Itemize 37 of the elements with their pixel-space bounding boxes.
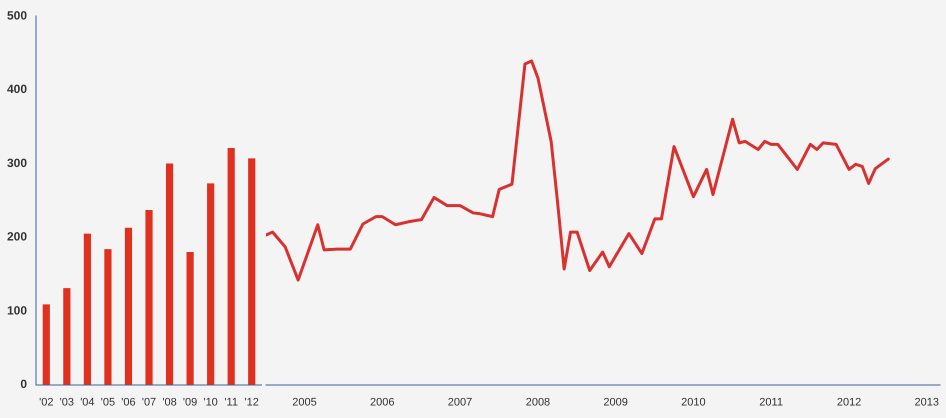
bar [42,304,50,385]
x-tick-label: '02 [39,396,54,408]
x-tick-label: 2009 [603,396,628,408]
bar [228,148,235,385]
x-tick-label: '04 [80,396,95,408]
x-tick-label: 2012 [836,396,862,408]
x-tick-label: 2006 [370,396,395,408]
x-tick-label: 2010 [681,396,706,408]
bar [104,249,112,385]
bar [84,234,91,385]
bar [145,210,153,385]
x-tick-label: 2005 [292,396,317,408]
y-tick-label: 300 [6,156,28,170]
bar [166,164,174,385]
bar [248,158,256,385]
bar [207,183,214,385]
x-tick-label: 2007 [448,396,472,408]
y-tick-label: 400 [6,82,28,96]
bar [124,228,132,385]
x-tick-label: '05 [100,396,116,408]
y-tick-label: 0 [20,377,28,392]
bar [186,252,194,385]
y-tick-label: 200 [6,230,28,244]
bar [63,288,70,385]
x-tick-label: 2011 [759,396,783,408]
y-tick-label: 500 [6,8,28,22]
x-tick-label: '11 [224,396,238,408]
x-tick-label: '09 [182,396,198,408]
x-tick-label: '06 [121,396,136,408]
x-tick-label: 2013 [914,396,940,408]
x-tick-label: '10 [203,396,218,408]
x-tick-label: '03 [60,396,74,408]
x-tick-label: '12 [244,396,259,408]
x-tick-label: 2008 [526,396,550,408]
y-tick-label: 100 [6,303,28,318]
x-tick-label: '07 [142,396,156,408]
x-tick-label: '08 [162,396,177,408]
